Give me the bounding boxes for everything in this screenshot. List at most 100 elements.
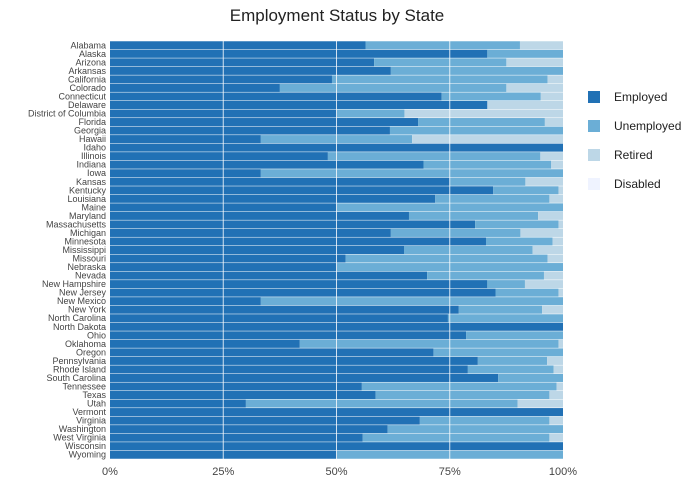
bar-employed-new-york <box>110 305 459 314</box>
bar-retired-pennsylvania <box>547 356 563 365</box>
legend: Employed Unemployed Retired Disabled <box>588 90 681 191</box>
y-tick-label: Wisconsin <box>65 441 106 451</box>
bar-unemployed-alabama <box>365 41 520 50</box>
bar-retired-virginia <box>549 416 563 425</box>
legend-label-retired: Retired <box>614 148 653 162</box>
legend-swatch-retired <box>588 149 600 161</box>
bar-employed-new-hampshire <box>110 280 488 289</box>
y-tick-label: Alaska <box>79 49 106 59</box>
bar-retired-texas <box>549 391 563 400</box>
bar-unemployed-arkansas <box>390 66 563 75</box>
bar-employed-mississippi <box>110 245 404 255</box>
y-tick-label: Virginia <box>76 416 106 426</box>
bar-employed-kentucky <box>110 186 494 195</box>
bar-retired-maryland <box>538 211 563 220</box>
bar-employed-illinois <box>110 152 328 161</box>
y-tick-label: Colorado <box>69 83 106 93</box>
bar-retired-hawaii <box>412 135 563 144</box>
x-tick-label: 0% <box>102 466 118 478</box>
bar-unemployed-alaska <box>487 49 563 58</box>
y-tick-label: North Carolina <box>48 313 106 323</box>
bar-employed-nevada <box>110 271 428 280</box>
legend-swatch-unemployed <box>588 120 600 132</box>
x-tick-label: 50% <box>325 466 347 478</box>
bar-retired-california <box>547 75 563 84</box>
x-tick-label: 100% <box>549 466 577 478</box>
y-tick-label: Wyoming <box>69 450 106 460</box>
bar-employed-massachusetts <box>110 220 476 229</box>
y-tick-label: Minnesota <box>64 236 106 246</box>
bar-retired-oklahoma <box>558 339 563 348</box>
y-tick-label: Vermont <box>72 407 106 417</box>
bar-employed-alabama <box>110 41 366 50</box>
bar-employed-hawaii <box>110 135 261 144</box>
bar-unemployed-connecticut <box>441 92 541 101</box>
legend-label-disabled: Disabled <box>614 177 661 191</box>
bar-employed-oregon <box>110 348 434 357</box>
bar-unemployed-mississippi <box>404 245 533 255</box>
bar-unemployed-massachusetts <box>475 220 559 229</box>
bar-retired-kansas <box>525 177 563 186</box>
bar-unemployed-north-carolina <box>447 314 563 323</box>
y-tick-label: Idaho <box>83 143 106 153</box>
bar-retired-illinois <box>540 152 563 161</box>
y-tick-label: Missouri <box>72 254 106 264</box>
y-tick-label: Connecticut <box>58 91 106 101</box>
bar-unemployed-georgia <box>389 126 563 135</box>
bar-employed-kansas <box>110 177 450 186</box>
bar-retired-minnesota <box>552 237 563 246</box>
y-tick-label: Delaware <box>68 100 106 110</box>
bar-unemployed-arizona <box>374 58 507 67</box>
x-tick-label: 25% <box>212 466 234 478</box>
bar-retired-tennessee <box>556 382 563 391</box>
bar-retired-kentucky <box>558 186 563 195</box>
y-tick-label: Ohio <box>87 330 106 340</box>
y-tick-label: Maine <box>81 202 106 212</box>
bar-unemployed-new-mexico <box>260 297 563 306</box>
x-tick-labels: 0% 25% 50% 75% 100% <box>102 466 577 478</box>
bar-employed-florida <box>110 118 419 127</box>
bar-unemployed-tennessee <box>361 382 557 391</box>
bar-retired-colorado <box>506 83 564 92</box>
y-tick-label: New Hampshire <box>42 279 106 289</box>
bar-employed-west-virginia <box>110 433 363 442</box>
bar-retired-louisiana <box>549 194 563 203</box>
bar-retired-arizona <box>506 58 564 67</box>
bar-retired-michigan <box>520 228 563 237</box>
y-tick-label: Texas <box>82 390 106 400</box>
bar-employed-utah <box>110 399 246 408</box>
y-tick-label: Florida <box>78 117 106 127</box>
bar-employed-tennessee <box>110 382 362 391</box>
bar-employed-alaska <box>110 49 488 58</box>
bar-unemployed-washington <box>387 425 563 434</box>
bar-unemployed-ohio <box>466 331 563 340</box>
bar-retired-delaware <box>487 100 563 109</box>
bar-employed-south-carolina <box>110 373 499 382</box>
bar-unemployed-colorado <box>279 83 507 92</box>
bar-unemployed-oregon <box>433 348 563 357</box>
bar-employed-indiana <box>110 160 424 169</box>
bar-retired-connecticut <box>540 92 563 101</box>
bar-unemployed-virginia <box>419 416 550 425</box>
gridlines-group <box>222 41 451 459</box>
y-tick-label: Washington <box>59 424 106 434</box>
legend-label-unemployed: Unemployed <box>614 119 681 133</box>
y-tick-label: Massachusetts <box>46 219 107 229</box>
y-tick-label: Tennessee <box>62 381 106 391</box>
y-tick-label: Kansas <box>76 177 107 187</box>
legend-swatch-employed <box>588 91 600 103</box>
y-tick-label: Utah <box>87 399 106 409</box>
bar-employed-virginia <box>110 416 420 425</box>
bar-retired-mississippi <box>532 245 563 255</box>
y-tick-label: Mississippi <box>62 245 106 255</box>
y-tick-label: Arkansas <box>68 66 106 76</box>
bar-unemployed-missouri <box>345 254 548 263</box>
bar-unemployed-kansas <box>449 177 526 186</box>
bar-unemployed-minnesota <box>485 237 553 246</box>
y-tick-label: Michigan <box>70 228 106 238</box>
bar-retired-utah <box>517 399 563 408</box>
bar-unemployed-west-virginia <box>362 433 550 442</box>
bar-employed-colorado <box>110 83 280 92</box>
bar-unemployed-michigan <box>390 228 521 237</box>
